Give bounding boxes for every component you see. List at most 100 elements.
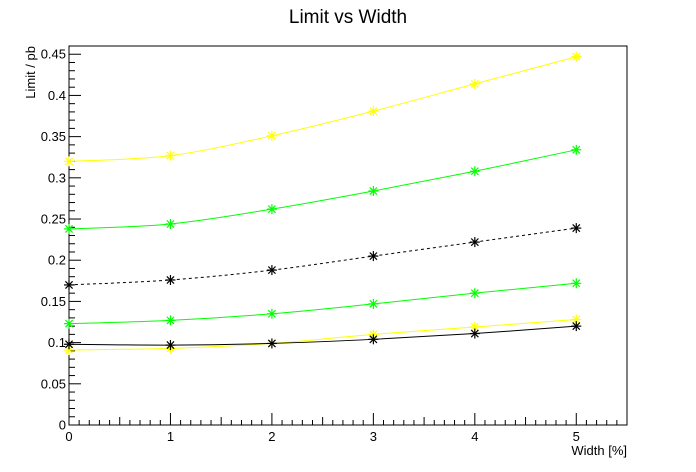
chart-title: Limit vs Width bbox=[289, 7, 407, 28]
marker-stroke bbox=[64, 224, 74, 233]
series-line bbox=[68, 325, 577, 346]
marker-stroke bbox=[470, 238, 479, 247]
data-point-marker bbox=[266, 265, 277, 276]
data-point-marker bbox=[571, 144, 582, 155]
data-point-marker bbox=[571, 51, 582, 62]
marker-stroke bbox=[572, 279, 581, 288]
x-tick-label: 3 bbox=[370, 429, 377, 444]
y-tick-label: 0.35 bbox=[41, 129, 66, 144]
data-point-marker bbox=[266, 130, 277, 141]
series-2 bbox=[64, 144, 582, 234]
marker-stroke bbox=[369, 299, 378, 308]
marker-stroke bbox=[572, 224, 581, 233]
marker-stroke bbox=[166, 151, 175, 160]
marker-stroke bbox=[166, 275, 175, 285]
y-tick-label: 0.45 bbox=[41, 47, 66, 62]
data-point-marker bbox=[266, 204, 277, 215]
data-point-marker bbox=[64, 339, 74, 350]
data-point-marker bbox=[571, 321, 582, 332]
data-point-marker bbox=[469, 288, 480, 299]
series-1 bbox=[64, 51, 582, 167]
series-line bbox=[68, 56, 577, 162]
y-tick-label: 0.2 bbox=[48, 253, 66, 268]
marker-stroke bbox=[267, 339, 276, 348]
y-axis: 0 0.05 0.1 0.15 0.2 0.25 0.3 0.35 0.4 0.45 bbox=[41, 45, 81, 433]
marker-stroke bbox=[64, 157, 74, 166]
y-tick-label: 0.4 bbox=[48, 88, 66, 103]
y-tick-label: 0.1 bbox=[48, 335, 66, 350]
data-point-marker bbox=[165, 150, 176, 161]
series-line bbox=[68, 319, 577, 351]
x-tick-label: 0 bbox=[65, 429, 72, 444]
marker-stroke bbox=[267, 131, 276, 140]
series-6 bbox=[64, 321, 582, 351]
y-tick-label: 0.3 bbox=[48, 170, 66, 185]
y-tick-label: 0.05 bbox=[41, 376, 66, 391]
x-axis: 0 1 2 3 4 5 bbox=[65, 413, 628, 444]
x-tick-label: 4 bbox=[471, 429, 478, 444]
data-point-marker bbox=[469, 328, 480, 339]
y-tick-label: 0 bbox=[59, 418, 66, 433]
marker-stroke bbox=[572, 52, 581, 61]
data-point-marker bbox=[469, 78, 480, 89]
data-point-marker bbox=[165, 274, 176, 285]
marker-stroke bbox=[369, 252, 378, 261]
marker-stroke bbox=[470, 167, 479, 176]
marker-stroke bbox=[267, 205, 276, 214]
data-point-marker bbox=[368, 334, 379, 345]
data-point-marker bbox=[64, 318, 74, 329]
marker-stroke bbox=[166, 316, 175, 325]
data-point-marker bbox=[64, 279, 74, 290]
series-line bbox=[68, 227, 577, 286]
marker-stroke bbox=[64, 319, 74, 328]
y-tick-label: 0.25 bbox=[41, 212, 66, 227]
marker-stroke bbox=[369, 186, 378, 196]
data-point-marker bbox=[165, 315, 176, 326]
marker-stroke bbox=[470, 79, 479, 88]
data-point-marker bbox=[64, 223, 74, 234]
data-point-marker bbox=[571, 314, 582, 325]
series-3 bbox=[64, 223, 582, 290]
data-point-marker bbox=[469, 166, 480, 177]
data-point-marker bbox=[266, 338, 277, 349]
y-axis-label: Limit / pb bbox=[23, 46, 38, 99]
x-tick-label: 1 bbox=[167, 429, 174, 444]
data-point-marker bbox=[571, 278, 582, 289]
data-point-marker bbox=[266, 308, 277, 319]
data-point-marker bbox=[571, 223, 582, 234]
marker-stroke bbox=[369, 335, 378, 344]
data-point-marker bbox=[165, 218, 176, 229]
marker-stroke bbox=[267, 266, 276, 275]
marker-stroke bbox=[64, 280, 74, 289]
y-tick-label: 0.15 bbox=[41, 294, 66, 309]
marker-stroke bbox=[369, 107, 378, 116]
x-tick-label: 5 bbox=[573, 429, 580, 444]
marker-stroke bbox=[470, 329, 479, 338]
marker-stroke bbox=[64, 345, 74, 355]
series-5 bbox=[64, 314, 582, 356]
data-point-marker bbox=[368, 251, 379, 262]
series-line bbox=[68, 149, 577, 230]
x-tick-label: 2 bbox=[268, 429, 275, 444]
x-axis-label: Width [%] bbox=[571, 443, 627, 458]
data-point-marker bbox=[368, 186, 379, 197]
marker-stroke bbox=[64, 340, 74, 349]
plot-frame bbox=[68, 45, 628, 426]
data-point-marker bbox=[469, 237, 480, 248]
marker-stroke bbox=[572, 145, 581, 154]
series-line bbox=[68, 282, 577, 325]
marker-stroke bbox=[470, 289, 479, 298]
marker-stroke bbox=[166, 219, 175, 228]
marker-stroke bbox=[572, 322, 581, 331]
data-point-marker bbox=[64, 156, 74, 167]
data-point-marker bbox=[469, 321, 480, 332]
data-point-marker bbox=[368, 106, 379, 117]
data-point-marker bbox=[368, 298, 379, 309]
data-point-marker bbox=[165, 340, 176, 351]
marker-stroke bbox=[470, 322, 479, 331]
marker-stroke bbox=[267, 309, 276, 318]
series-layer bbox=[64, 51, 582, 356]
marker-stroke bbox=[572, 315, 581, 324]
marker-stroke bbox=[166, 341, 175, 350]
